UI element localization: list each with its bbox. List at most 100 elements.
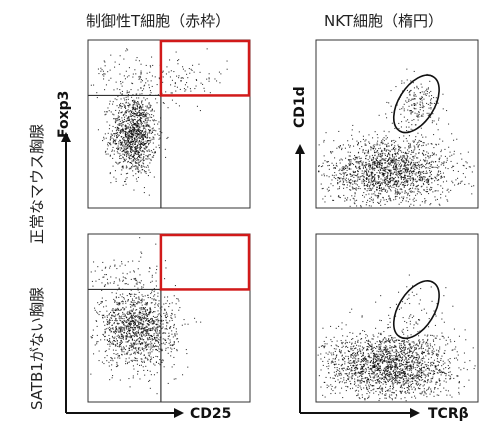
data-point [121, 301, 123, 303]
data-point [322, 165, 324, 167]
data-point [432, 339, 434, 341]
data-point [153, 338, 155, 340]
data-point [407, 130, 409, 132]
data-point [464, 176, 466, 178]
data-point [442, 163, 444, 165]
data-point [333, 167, 335, 169]
data-point [130, 278, 132, 280]
data-point [416, 181, 418, 183]
data-point [107, 282, 109, 284]
data-point [363, 196, 365, 198]
data-point [423, 176, 425, 178]
data-point [353, 172, 355, 174]
data-point [330, 195, 332, 197]
data-point [148, 324, 150, 326]
data-point [106, 278, 108, 280]
data-point [125, 306, 127, 308]
data-point [138, 141, 140, 143]
data-point [145, 302, 147, 304]
data-point [153, 123, 155, 125]
data-point [170, 355, 172, 357]
data-point [427, 143, 429, 145]
data-point [409, 170, 411, 172]
data-point [357, 142, 359, 144]
data-point [115, 318, 117, 320]
data-point [143, 153, 145, 155]
data-point [146, 107, 148, 109]
data-point [148, 321, 150, 323]
data-point [118, 323, 120, 325]
data-point [140, 322, 142, 324]
data-point [141, 100, 143, 102]
data-point [190, 68, 192, 70]
data-point [389, 163, 391, 165]
data-point [350, 182, 352, 184]
data-point [112, 328, 114, 330]
data-point [407, 119, 409, 121]
data-point [417, 190, 419, 192]
data-point [344, 197, 346, 199]
data-point [137, 119, 139, 121]
data-point [118, 303, 120, 305]
data-point [142, 149, 144, 151]
data-point [109, 143, 111, 145]
data-point [114, 141, 116, 143]
data-point [126, 273, 128, 275]
data-point [156, 326, 158, 328]
data-point [107, 327, 109, 329]
data-point [346, 174, 348, 176]
data-point [120, 130, 122, 132]
data-point [135, 140, 137, 142]
data-point [390, 164, 392, 166]
data-point [96, 92, 98, 94]
data-point [113, 150, 115, 152]
data-point [396, 191, 398, 193]
data-point [353, 174, 355, 176]
data-point [422, 172, 424, 174]
data-point [148, 158, 150, 160]
data-point [378, 344, 380, 346]
data-point [154, 134, 156, 136]
data-point [122, 144, 124, 146]
data-point [132, 121, 134, 123]
data-point [366, 172, 368, 174]
data-point [103, 60, 105, 62]
data-point [368, 176, 370, 178]
data-point [137, 153, 139, 155]
data-point [392, 156, 394, 158]
data-point [137, 124, 139, 126]
data-point [362, 378, 364, 380]
data-point [150, 361, 152, 363]
data-point [376, 186, 378, 188]
data-point [131, 316, 133, 318]
data-point [123, 114, 125, 116]
data-point [387, 366, 389, 368]
data-point [144, 357, 146, 359]
data-point [383, 187, 385, 189]
data-point [406, 169, 408, 171]
data-point [362, 149, 364, 151]
data-point [145, 142, 147, 144]
data-point [165, 341, 167, 343]
data-point [409, 143, 411, 145]
data-point [139, 115, 141, 117]
data-point [389, 161, 391, 163]
data-point [202, 83, 204, 85]
data-point [214, 78, 216, 80]
data-point [112, 331, 114, 333]
data-point [156, 334, 158, 336]
data-point [129, 119, 131, 121]
data-point [374, 169, 376, 171]
data-point [388, 131, 390, 133]
data-point [427, 155, 429, 157]
data-point [386, 176, 388, 178]
data-point [453, 139, 455, 141]
data-point [109, 326, 111, 328]
data-point [322, 162, 324, 164]
data-point [124, 283, 126, 285]
data-point [324, 356, 326, 358]
data-point [105, 350, 107, 352]
data-point [126, 141, 128, 143]
data-point [123, 158, 125, 160]
data-point [120, 320, 122, 322]
